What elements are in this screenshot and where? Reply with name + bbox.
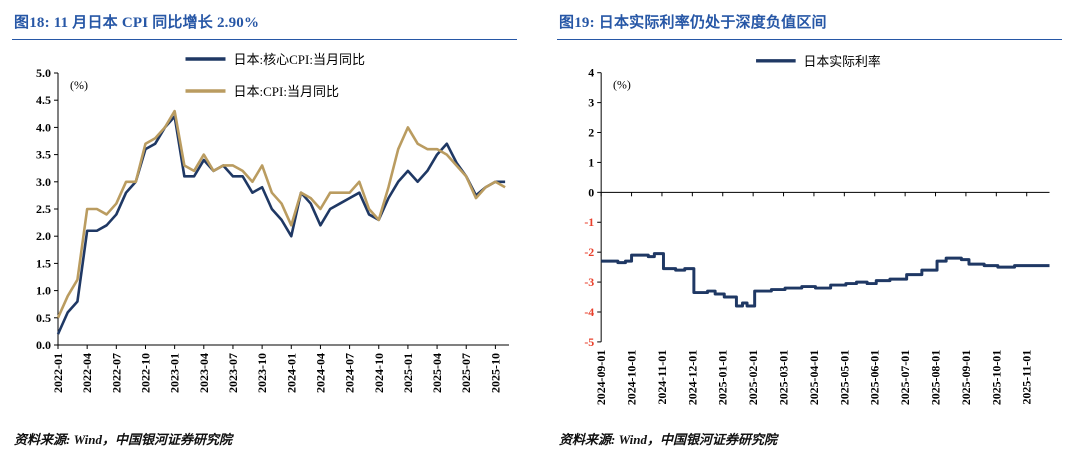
figure-19-title: 图19: 日本实际利率仍处于深度负值区间 [557,6,1062,40]
svg-text:2025-07-01: 2025-07-01 [898,350,912,405]
svg-text:0.0: 0.0 [36,338,51,352]
svg-text:(%): (%) [613,78,631,92]
svg-text:2025-11-01: 2025-11-01 [1020,350,1034,405]
svg-text:0.5: 0.5 [36,311,51,325]
svg-text:4.5: 4.5 [36,93,51,107]
svg-text:2: 2 [588,125,594,139]
svg-text:2.0: 2.0 [36,229,51,243]
svg-text:2023-04: 2023-04 [197,353,211,393]
svg-text:-2: -2 [584,245,594,259]
figure-18-title: 图18: 11 月日本 CPI 同比增长 2.90% [12,6,517,40]
svg-text:2025-10: 2025-10 [488,353,502,393]
svg-text:1.0: 1.0 [36,284,51,298]
svg-text:2025-09-01: 2025-09-01 [959,350,973,405]
svg-text:-1: -1 [584,215,594,229]
svg-text:2022-04: 2022-04 [80,353,94,393]
svg-text:2024-07: 2024-07 [343,353,357,393]
svg-text:2025-04-01: 2025-04-01 [807,350,821,405]
svg-text:2025-04: 2025-04 [430,353,444,393]
svg-text:0: 0 [588,185,594,199]
figure-18-cpi-line-chart: 0.0 0.5 1.0 1.5 2.0 2.5 3.0 3.5 4.0 4.5 5.0 2022-01… [36,52,509,393]
svg-text:-4: -4 [584,305,594,319]
svg-text:3.0: 3.0 [36,175,51,189]
svg-text:2022-01: 2022-01 [51,353,65,393]
svg-text:2025-01: 2025-01 [401,353,415,393]
svg-text:-3: -3 [584,275,594,289]
svg-text:2025-03-01: 2025-03-01 [776,350,790,405]
svg-text:2025-10-01: 2025-10-01 [989,350,1003,405]
svg-text:2025-05-01: 2025-05-01 [837,350,851,405]
figure-18-source: 资料来源: Wind，中国银河证券研究院 [14,432,232,447]
figure-19-source: 资料来源: Wind，中国银河证券研究院 [559,432,777,447]
svg-text:1.5: 1.5 [36,256,51,270]
svg-text:2024-04: 2024-04 [313,353,327,393]
svg-text:5.0: 5.0 [36,66,51,80]
svg-text:4: 4 [588,66,594,80]
svg-text:3.5: 3.5 [36,148,51,162]
svg-text:日本实际利率: 日本实际利率 [804,54,881,69]
svg-text:3: 3 [588,96,594,110]
svg-text:-5: -5 [584,335,594,349]
svg-text:2022-07: 2022-07 [109,353,123,393]
svg-text:2024-11-01: 2024-11-01 [655,350,669,405]
svg-text:2024-09-01: 2024-09-01 [594,350,608,405]
svg-text:2024-10-01: 2024-10-01 [625,350,639,405]
svg-text:4.0: 4.0 [36,120,51,134]
svg-text:2025-06-01: 2025-06-01 [868,350,882,405]
figure-18-panel: 图18: 11 月日本 CPI 同比增长 2.90% 0.0 0.5 1.0 1.5 2… [12,6,517,454]
svg-text:2024-12-01: 2024-12-01 [685,350,699,405]
svg-text:2023-01: 2023-01 [168,353,182,393]
svg-text:2022-10: 2022-10 [138,353,152,393]
figure-19-panel: 图19: 日本实际利率仍处于深度负值区间 -5 -4 -3 -2 -1 0 1 2 3 4 2024… [557,6,1062,454]
svg-text:2025-07: 2025-07 [459,353,473,393]
svg-text:2024-01: 2024-01 [284,353,298,393]
svg-text:2025-02-01: 2025-02-01 [746,350,760,405]
svg-text:2023-10: 2023-10 [255,353,269,393]
svg-text:(%): (%) [70,78,88,92]
svg-text:2025-01-01: 2025-01-01 [716,350,730,405]
svg-text:2.5: 2.5 [36,202,51,216]
svg-text:日本:CPI:当月同比: 日本:CPI:当月同比 [234,84,339,99]
svg-text:日本:核心CPI:当月同比: 日本:核心CPI:当月同比 [234,52,365,67]
svg-text:2025-08-01: 2025-08-01 [928,350,942,405]
svg-text:2023-07: 2023-07 [226,353,240,393]
figure-19-real-rate-step-chart: -5 -4 -3 -2 -1 0 1 2 3 4 2024-09-01 2024-10-01 2024-… [584,54,1050,405]
svg-text:2024-10: 2024-10 [372,353,386,393]
svg-text:1: 1 [588,155,594,169]
